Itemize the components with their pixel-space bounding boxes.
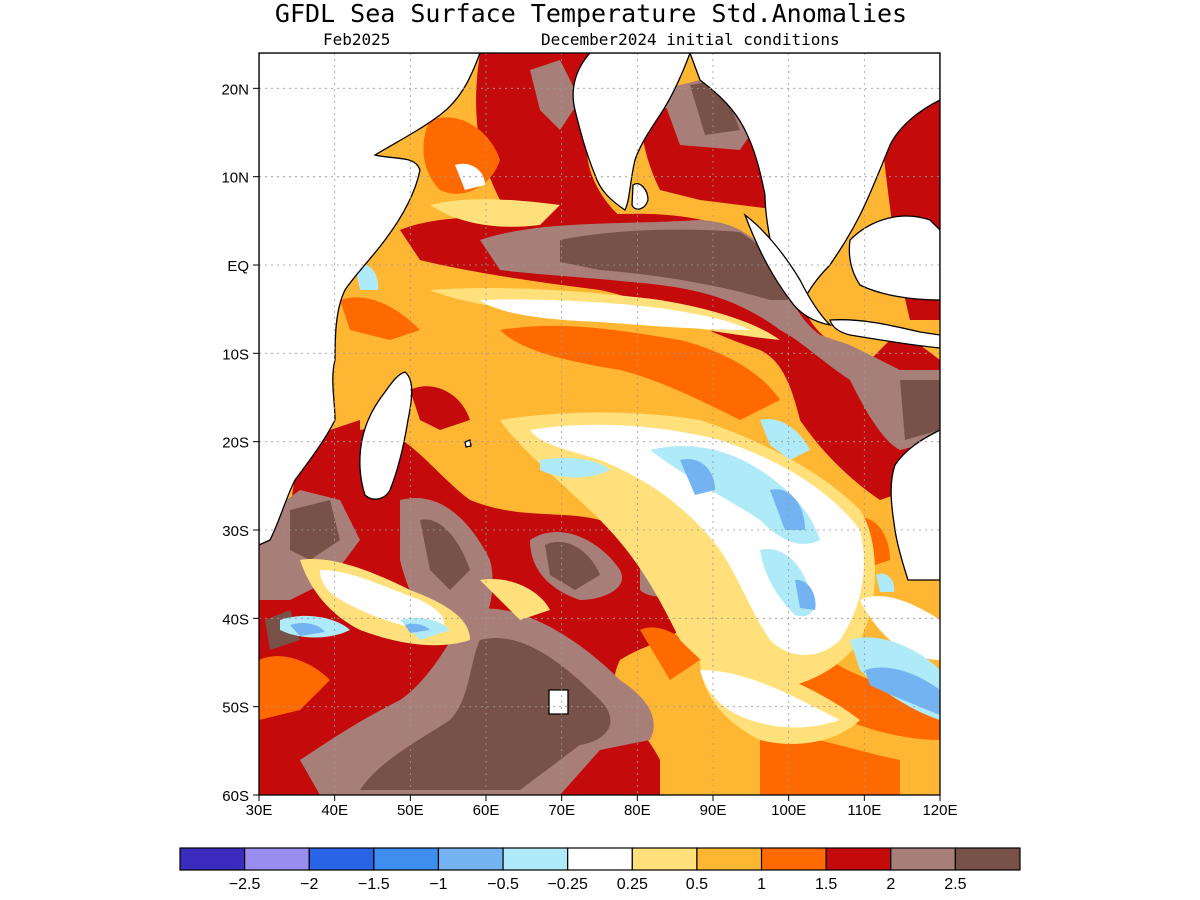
- borneo: [848, 215, 940, 301]
- map-frame: [258, 52, 941, 796]
- lon-tick-label: 30E: [246, 802, 273, 819]
- lat-tick-label: 20S: [222, 435, 249, 452]
- colorbar-label: −0.5: [487, 876, 519, 893]
- colorbar-swatch: [308, 847, 375, 871]
- lon-tick-label: 80E: [624, 802, 651, 819]
- map-subtitle-date: Feb2025: [323, 30, 390, 49]
- colorbar-label: 0.25: [617, 876, 648, 893]
- lat-tick-label: 50S: [222, 700, 249, 717]
- map-title: GFDL Sea Surface Temperature Std.Anomali…: [275, 0, 907, 28]
- lon-tick-label: 120E: [922, 802, 957, 819]
- landmasses: [259, 53, 940, 715]
- colorbar-swatch: [760, 847, 827, 871]
- java: [829, 319, 940, 349]
- colorbar-label: −2.5: [229, 876, 261, 893]
- longitude-axis: 30E 40E 50E 60E 70E 80E 90E 100E 110E 120E: [246, 795, 958, 819]
- colorbar-label: −1: [429, 876, 447, 893]
- lon-tick-label: 50E: [397, 802, 424, 819]
- sri-lanka: [631, 183, 649, 210]
- colorbar-swatch: [696, 847, 763, 871]
- lat-tick-label: 10N: [221, 170, 249, 187]
- reunion: [464, 439, 472, 448]
- lon-tick-label: 70E: [548, 802, 575, 819]
- colorbar-swatch: [373, 847, 440, 871]
- australia: [890, 429, 940, 581]
- lon-tick-label: 40E: [321, 802, 348, 819]
- kerguelen: [548, 689, 569, 715]
- gridlines: [259, 53, 940, 795]
- lat-tick-label: 10S: [222, 346, 249, 363]
- colorbar-swatch: [179, 847, 246, 871]
- india: [572, 53, 691, 211]
- colorbar-swatch: [631, 847, 698, 871]
- colorbar-label: −1.5: [358, 876, 390, 893]
- colorbar-label: 2: [886, 876, 895, 893]
- lon-tick-label: 60E: [473, 802, 500, 819]
- anomaly-band-neg-0-5: [290, 459, 940, 715]
- lon-tick-label: 100E: [771, 802, 806, 819]
- colorbar-swatch: [825, 847, 892, 871]
- madagascar: [359, 371, 413, 500]
- colorbar-swatch: [437, 847, 504, 871]
- colorbar-label: 1: [757, 876, 766, 893]
- colorbar-label: 1.5: [815, 876, 837, 893]
- lon-tick-label: 90E: [700, 802, 727, 819]
- map-subtitle-init: December2024 initial conditions: [541, 30, 840, 49]
- colorbar: −2.5 −2 −1.5 −1 −0.5 −0.25 0.25 0.5 1 1.5 2 2.5: [179, 847, 1021, 893]
- colorbar-swatch: [567, 847, 633, 871]
- lat-tick-label: 30S: [222, 523, 249, 540]
- africa-arabia: [259, 53, 481, 546]
- colorbar-label: 2.5: [944, 876, 966, 893]
- colorbar-swatch: [244, 847, 310, 871]
- colorbar-swatch: [954, 847, 1021, 871]
- colorbar-label: −0.25: [547, 876, 588, 893]
- lon-tick-label: 110E: [847, 802, 881, 819]
- colorbar-swatch: [502, 847, 569, 871]
- sumatra: [743, 213, 832, 327]
- colorbar-label: 0.5: [686, 876, 708, 893]
- lat-tick-label: 40S: [222, 611, 249, 628]
- lat-tick-label: EQ: [227, 258, 249, 275]
- lat-tick-label: 20N: [221, 81, 249, 98]
- latitude-axis: 20N 10N EQ 10S 20S 30S 40S 50S 60S: [221, 81, 259, 805]
- colorbar-label: −2: [300, 876, 318, 893]
- colorbar-swatch: [890, 847, 956, 871]
- lat-tick-label: 60S: [222, 788, 249, 805]
